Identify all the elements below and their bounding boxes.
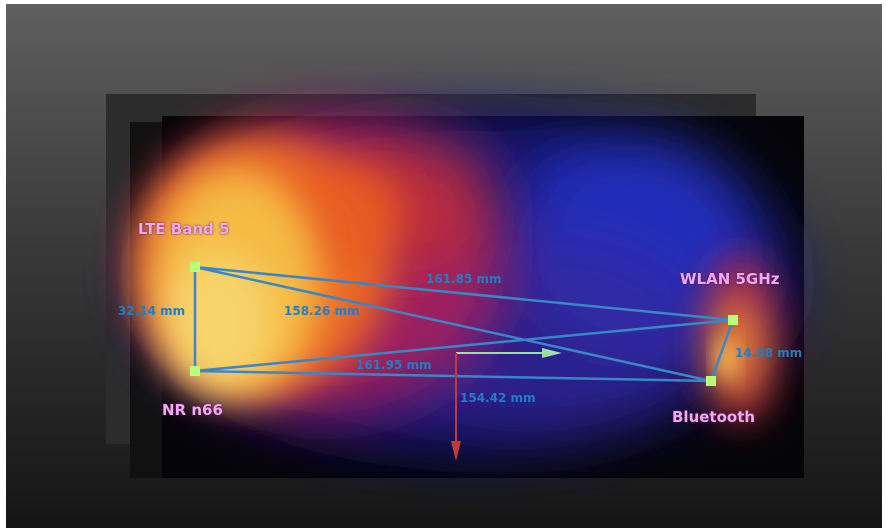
line-lte-wlan: [194, 265, 734, 322]
measure-nr-bt: 154.42 mm: [460, 391, 536, 405]
marker-bluetooth[interactable]: [706, 376, 716, 386]
label-bluetooth: Bluetooth: [672, 408, 756, 426]
measurement-lines: [193, 265, 735, 383]
heatmap-overlay: [131, 112, 796, 461]
label-lte-band5: LTE Band 5: [138, 220, 230, 238]
line-nr-bt: [194, 369, 712, 383]
measure-lte-bt: 158.26 mm: [284, 304, 360, 318]
axis-gizmo[interactable]: [451, 348, 562, 461]
line-lte-bt: [194, 265, 712, 383]
measure-lte-nr: 32.14 mm: [118, 304, 186, 318]
measure-lte-wlan: 161.85 mm: [426, 272, 502, 286]
3d-viewport[interactable]: LTE Band 5 NR n66 WLAN 5GHz Bluetooth 32…: [6, 4, 882, 528]
label-wlan-5ghz: WLAN 5GHz: [680, 270, 780, 288]
line-nr-wlan: [194, 318, 734, 373]
marker-lte-band5[interactable]: [190, 262, 200, 272]
line-wlan-bt: [709, 319, 735, 382]
marker-wlan-5ghz[interactable]: [728, 315, 738, 325]
label-nr-n66: NR n66: [162, 401, 223, 419]
marker-nr-n66[interactable]: [190, 366, 200, 376]
measure-wlan-bt: 14.08 mm: [735, 346, 803, 360]
heat-yellow-core: [151, 169, 321, 399]
measure-nr-wlan: 161.95 mm: [356, 358, 432, 372]
